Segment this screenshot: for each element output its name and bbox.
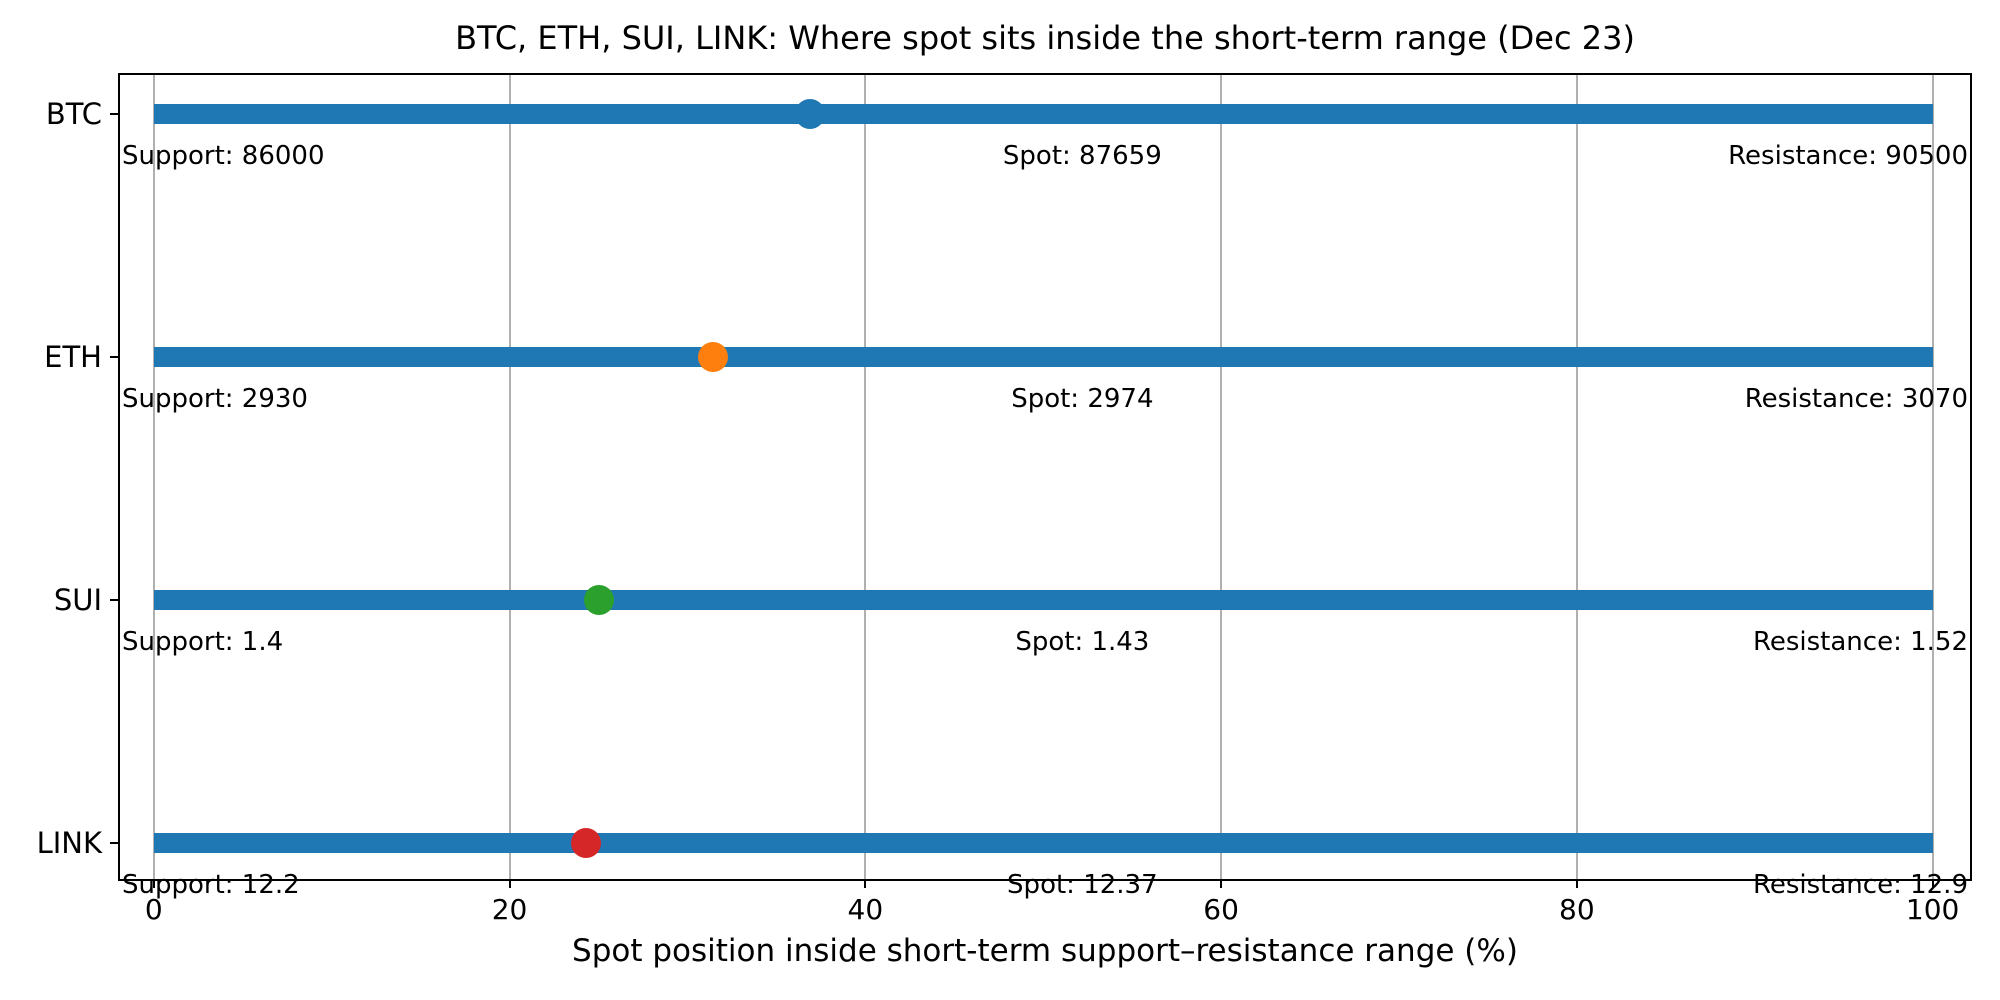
x-tick-label: 100 [1905, 893, 1960, 926]
range-bar-eth [153, 346, 1933, 367]
x-tick-mark [508, 879, 511, 888]
spot-marker-eth [697, 341, 728, 372]
support-label-sui: Support: 1.4 [122, 627, 284, 658]
spot-label-sui: Spot: 1.43 [1015, 627, 1150, 658]
y-tick-mark [110, 599, 120, 602]
chart-title: BTC, ETH, SUI, LINK: Where spot sits ins… [455, 19, 1635, 57]
range-bar-link [153, 833, 1933, 854]
x-tick-mark [1220, 879, 1223, 888]
gridline [864, 75, 867, 879]
spot-label-link: Spot: 12.37 [1007, 870, 1158, 901]
resistance-label-link: Resistance: 12.9 [1752, 870, 1968, 901]
spot-label-btc: Spot: 87659 [1002, 140, 1162, 171]
spot-marker-sui [583, 585, 614, 616]
y-tick-label-btc: BTC [45, 96, 102, 131]
resistance-label-eth: Resistance: 3070 [1744, 383, 1968, 414]
x-tick-label: 20 [491, 893, 528, 926]
range-bar-sui [153, 590, 1933, 611]
resistance-label-sui: Resistance: 1.52 [1752, 627, 1968, 658]
spot-marker-link [570, 828, 601, 859]
x-tick-label: 0 [144, 893, 163, 926]
x-tick-mark [1931, 879, 1934, 888]
gridline [152, 75, 155, 879]
y-tick-mark [110, 112, 120, 115]
y-tick-mark [110, 355, 120, 358]
gridline [1931, 75, 1934, 879]
spot-label-eth: Spot: 2974 [1011, 383, 1154, 414]
y-tick-label-sui: SUI [53, 583, 102, 618]
support-label-eth: Support: 2930 [122, 383, 308, 414]
x-tick-mark [152, 879, 155, 888]
x-axis-label: Spot position inside short-term support–… [572, 933, 1518, 969]
x-tick-mark [1575, 879, 1578, 888]
support-label-link: Support: 12.2 [122, 870, 300, 901]
y-tick-mark [110, 842, 120, 845]
x-tick-mark [864, 879, 867, 888]
range-bar-btc [153, 103, 1933, 124]
x-tick-label: 60 [1203, 893, 1239, 926]
support-label-btc: Support: 86000 [122, 140, 325, 171]
y-tick-label-eth: ETH [44, 339, 102, 374]
gridline [1220, 75, 1223, 879]
plot-area: 0 20 40 60 80 100 BTC Support: 86000 Spot: 87659… [37, 73, 1972, 926]
spot-marker-btc [794, 98, 825, 129]
gridline [1575, 75, 1578, 879]
gridline [508, 75, 511, 879]
resistance-label-btc: Resistance: 90500 [1728, 140, 1968, 171]
x-tick-label: 40 [847, 893, 884, 926]
x-tick-label: 80 [1559, 893, 1595, 926]
y-tick-label-link: LINK [36, 826, 102, 861]
